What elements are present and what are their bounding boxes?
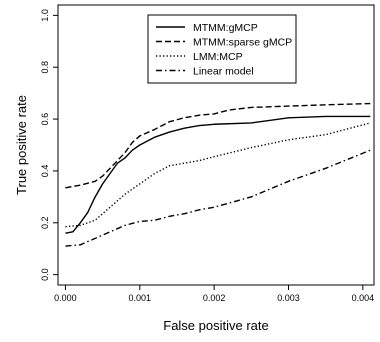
y-tick-label: 0.6	[40, 113, 50, 126]
legend-label-1: MTMM:sparse gMCP	[193, 37, 292, 49]
series-line-3	[65, 149, 371, 247]
y-tick-label: 0.4	[40, 165, 50, 178]
y-tick-label: 0.0	[40, 268, 50, 281]
y-tick-label: 0.2	[40, 217, 50, 230]
plot-area	[65, 102, 371, 247]
series-line-0	[65, 115, 371, 234]
legend-label-0: MTMM:gMCP	[193, 22, 258, 34]
legend: MTMM:gMCP MTMM:sparse gMCP LMM:MCP Linear m…	[147, 14, 297, 84]
y-tick-label: 0.8	[40, 61, 50, 74]
y-axis-title: True positive rate	[14, 95, 29, 195]
x-tick-label: 0.004	[352, 293, 375, 303]
y-tick-label: 1.0	[40, 9, 50, 22]
x-tick-label: 0.003	[277, 293, 300, 303]
x-tick-label: 0.000	[54, 293, 77, 303]
legend-label-2: LMM:MCP	[193, 51, 243, 63]
plot-frame	[57, 4, 375, 286]
x-tick-label: 0.001	[129, 293, 152, 303]
series-line-2	[65, 122, 371, 228]
x-tick-label: 0.002	[203, 293, 226, 303]
axes: 0.000 0.001 0.002 0.003 0.004 0.0 0.2 0.4 0.6 0.8…	[14, 4, 375, 333]
legend-label-3: Linear model	[193, 66, 254, 78]
x-axis-title: False positive rate	[163, 318, 269, 333]
series-line-1	[65, 102, 371, 189]
